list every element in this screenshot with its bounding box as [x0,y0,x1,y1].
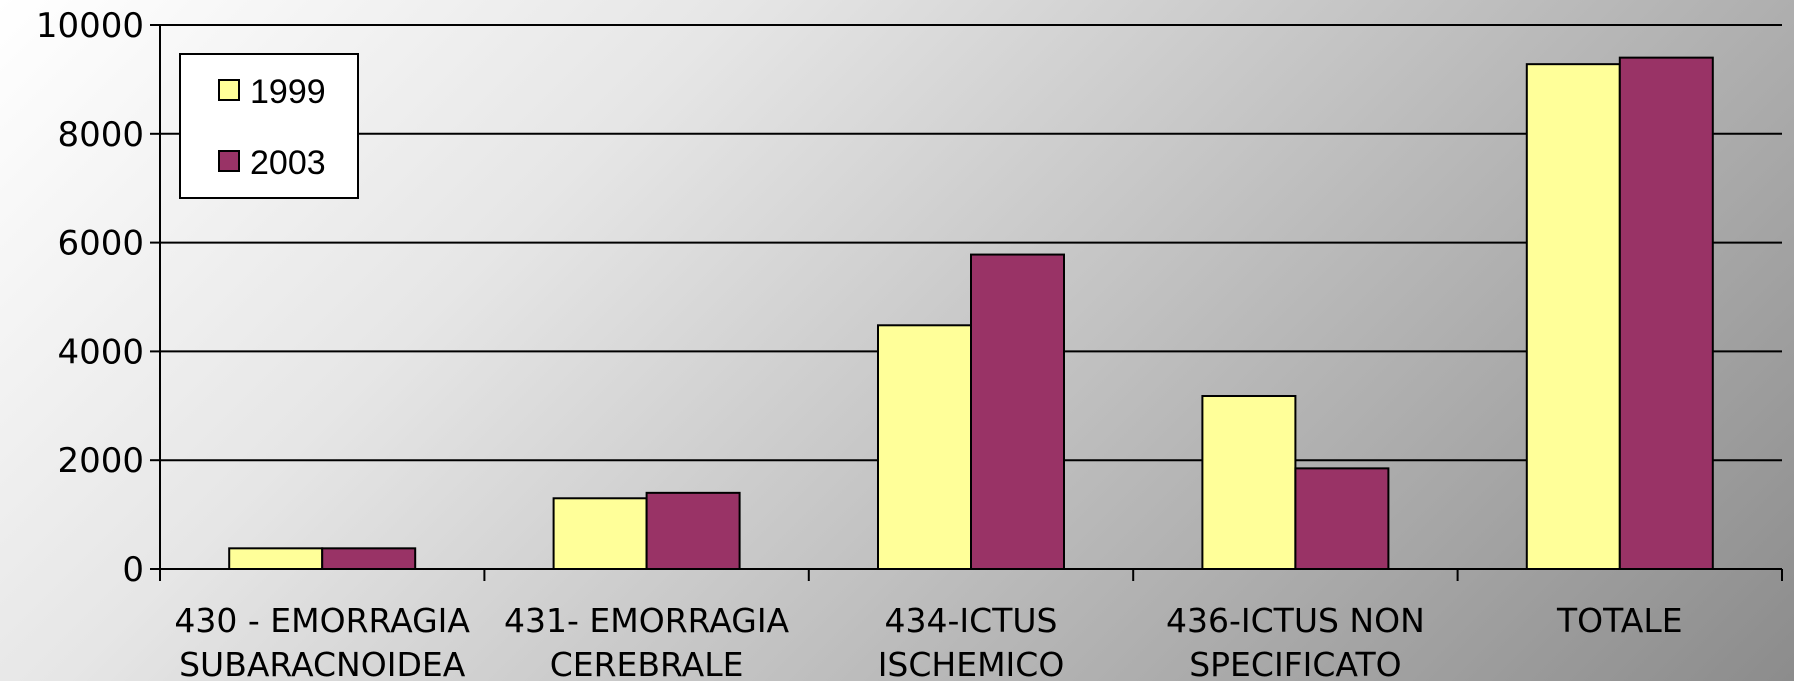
bar-2003-4 [1618,56,1714,570]
x-category-label: 431- EMORRAGIA [504,601,790,640]
legend-box [179,53,359,199]
y-tick-label: 0 [122,550,144,590]
y-axis-ticks: 0 2000 4000 6000 8000 10000 [36,6,160,590]
x-category-label: CEREBRALE [550,645,744,681]
y-tick-label: 8000 [57,115,144,155]
y-tick-label: 10000 [36,6,144,46]
bar-1999-2 [877,324,972,570]
bar-1999-0 [228,547,324,571]
bar-2003-3 [1294,467,1390,570]
y-tick-label: 4000 [57,332,144,372]
y-tick-label: 6000 [57,224,144,264]
bar-2003-2 [970,253,1065,570]
axes [159,25,1782,570]
x-category-label: 436-ICTUS NON [1166,601,1425,640]
legend-swatch-2003 [218,150,240,172]
x-category-label: 430 - EMORRAGIA [174,601,470,640]
x-category-label: ISCHEMICO [878,645,1065,681]
bar-1999-4 [1525,63,1621,570]
legend-label-2003: 2003 [250,144,326,182]
legend-label-1999: 1999 [250,73,326,111]
legend-swatch-1999 [218,79,240,101]
x-category-label: 434-ICTUS [885,601,1058,640]
bar-1999-1 [552,497,648,570]
x-category-label: SUBARACNOIDEA [179,645,466,681]
bar-2003-1 [645,491,741,570]
y-tick-label: 2000 [57,441,144,481]
legend: 1999 2003 [179,53,359,199]
x-category-label: TOTALE [1556,601,1683,640]
x-category-label: SPECIFICATO [1189,645,1401,681]
bar-1999-3 [1201,395,1297,570]
x-axis-categories: 430 - EMORRAGIA SUBARACNOIDEA 431- EMORRAG… [159,569,1783,681]
bar-2003-0 [321,547,417,571]
bars [228,56,1714,571]
